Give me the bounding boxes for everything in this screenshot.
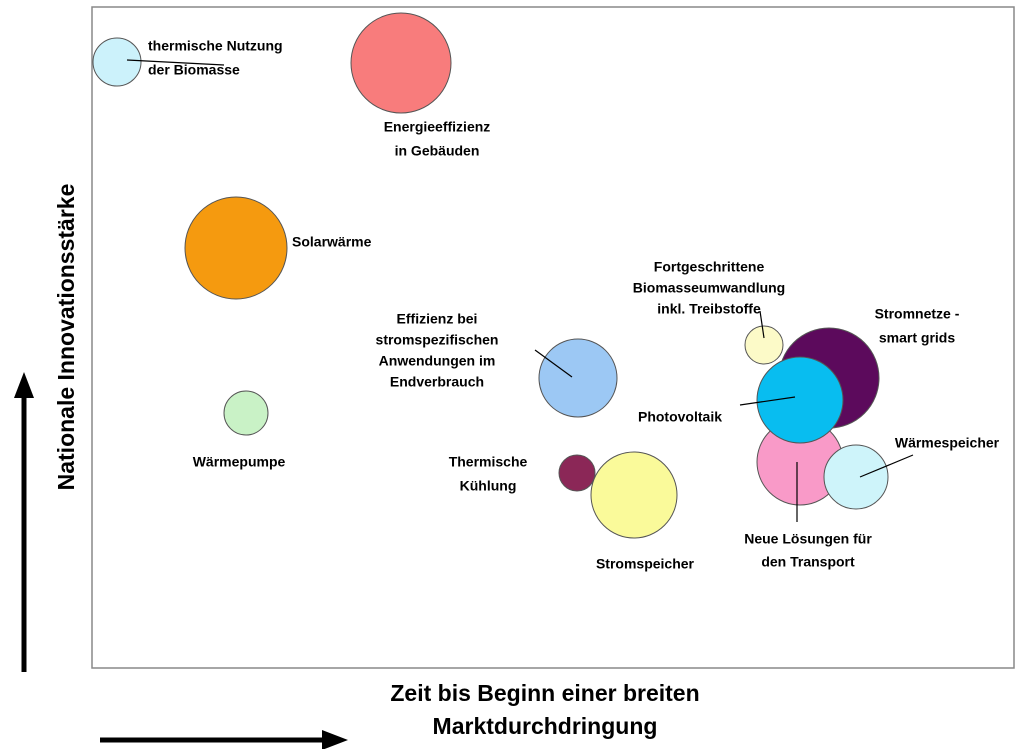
bubble	[223, 390, 269, 436]
bubble-label: stromspezifischen	[376, 332, 499, 348]
bubble-label: Wärmepumpe	[193, 454, 286, 470]
bubble	[756, 356, 844, 444]
y-arrow	[14, 372, 34, 672]
bubble-label: Thermische	[449, 454, 528, 470]
bubble-label: Fortgeschrittene	[654, 259, 765, 275]
bubble-label: inkl. Treibstoffe	[657, 301, 761, 317]
bubble-label: Wärmespeicher	[895, 435, 1000, 451]
bubble	[590, 451, 678, 539]
bubble-label: Endverbrauch	[390, 374, 484, 390]
x-axis-title: Marktdurchdringung	[433, 713, 658, 739]
bubble	[823, 444, 889, 510]
bubble	[744, 325, 784, 365]
bubble-label: Effizienz bei	[397, 311, 478, 327]
bubble-label: Energieeffizienz	[384, 119, 491, 135]
x-arrow	[100, 730, 348, 749]
bubble-label: Stromspeicher	[596, 556, 695, 572]
bubble	[558, 454, 596, 492]
bubble-label: Solarwärme	[292, 234, 372, 250]
bubble	[538, 338, 618, 418]
bubble-label: Neue Lösungen für	[744, 531, 872, 547]
bubble	[92, 37, 142, 87]
x-axis-title: Zeit bis Beginn einer breiten	[390, 680, 699, 706]
bubble-label: smart grids	[879, 330, 955, 346]
leader-line	[126, 59, 225, 66]
leader-line	[739, 396, 796, 406]
bubble-label: Stromnetze -	[875, 306, 960, 322]
bubble-label: den Transport	[761, 554, 855, 570]
bubble-label: Kühlung	[460, 478, 517, 494]
leader-line	[759, 310, 765, 339]
bubble-label: der Biomasse	[148, 62, 240, 78]
bubble	[350, 12, 452, 114]
bubble-label: in Gebäuden	[395, 143, 480, 159]
bubble-label: thermische Nutzung	[148, 38, 283, 54]
plot-frame	[91, 6, 1015, 669]
bubble-label: Anwendungen im	[379, 353, 496, 369]
leader-line	[534, 349, 573, 378]
bubble-label: Photovoltaik	[638, 409, 722, 425]
leader-line	[859, 454, 914, 478]
bubble-label: Biomasseumwandlung	[633, 280, 785, 296]
y-axis-title: Nationale Innovationsstärke	[53, 184, 79, 491]
bubble	[184, 196, 288, 300]
